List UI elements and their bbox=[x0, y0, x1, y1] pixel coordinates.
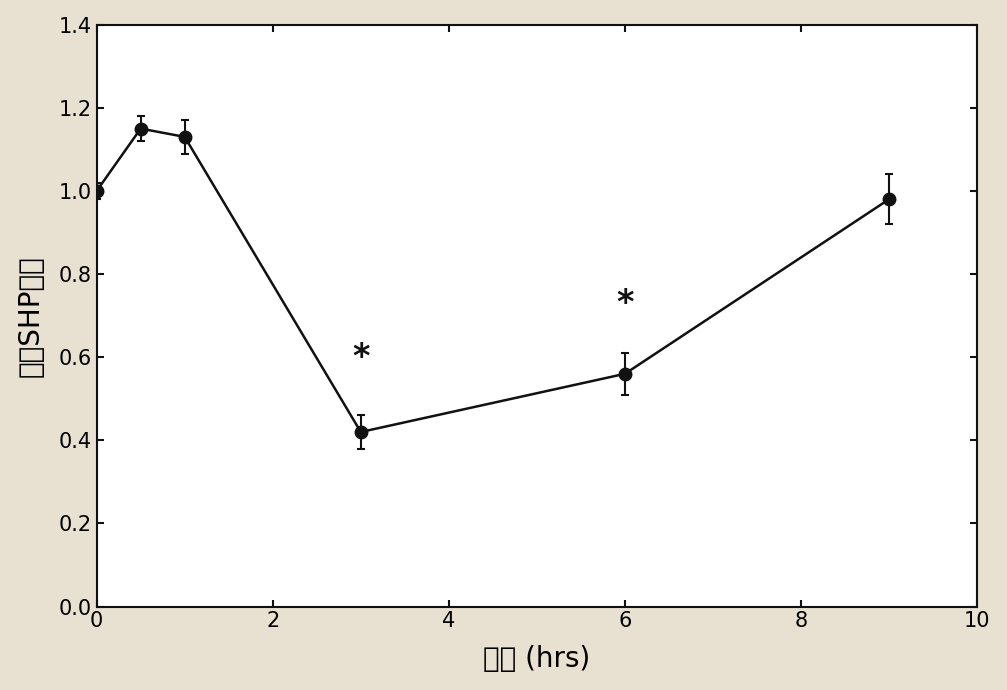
Y-axis label: 相对SHP表达: 相对SHP表达 bbox=[17, 255, 44, 377]
Text: *: * bbox=[616, 286, 633, 319]
X-axis label: 时间 (hrs): 时间 (hrs) bbox=[483, 645, 590, 673]
Text: *: * bbox=[352, 341, 370, 374]
